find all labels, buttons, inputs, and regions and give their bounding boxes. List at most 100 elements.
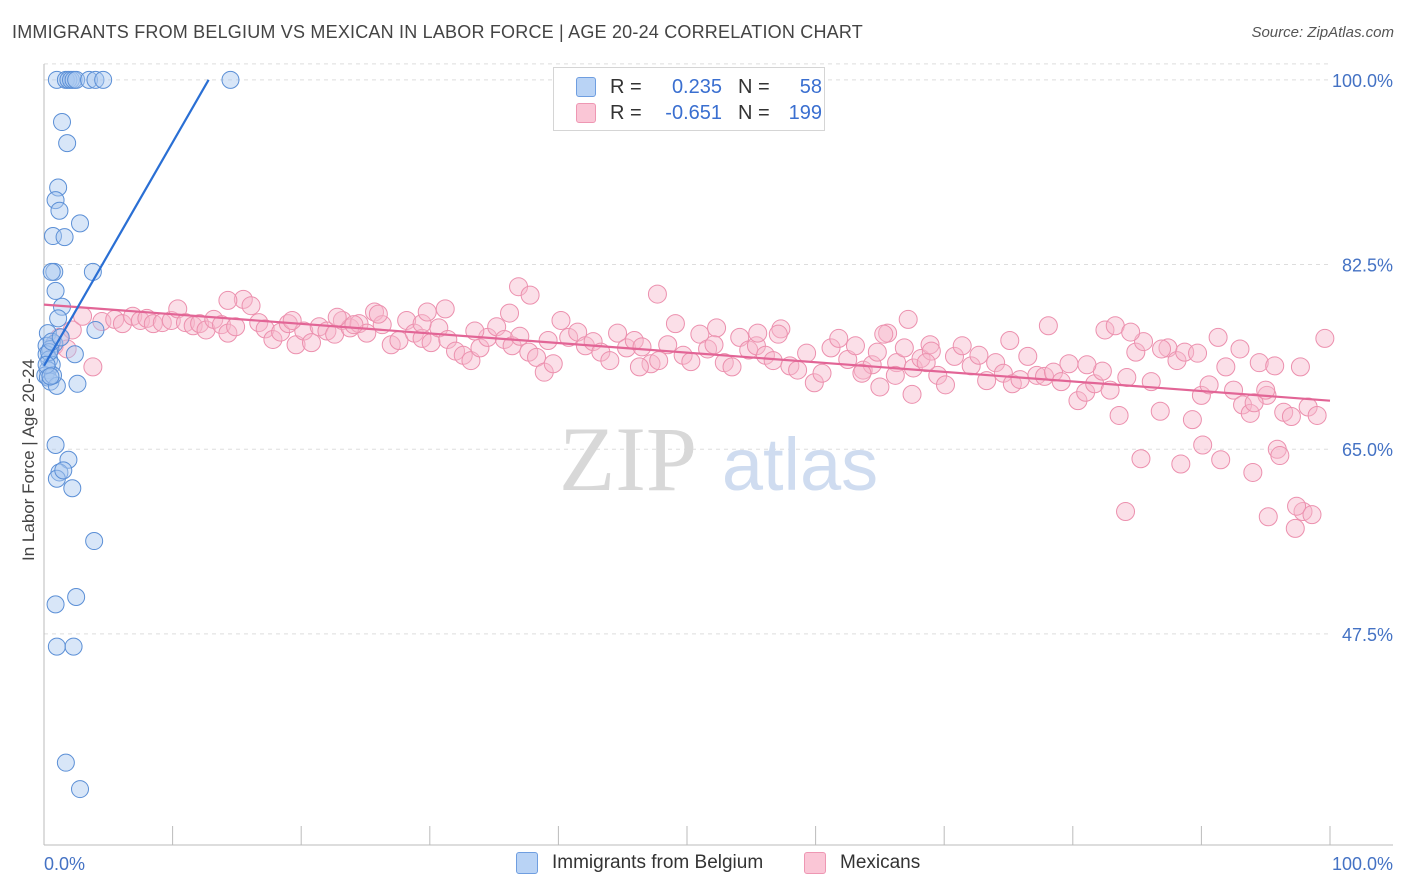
y-tick-label: 65.0%: [1342, 440, 1393, 460]
mexicans-point: [1116, 501, 1136, 521]
mexicans-point: [1044, 362, 1064, 382]
mexicans-point: [500, 303, 520, 323]
mexicans-point: [1095, 320, 1115, 340]
correlation-legend: R = 0.235 N = 58 R = -0.651 N = 199: [553, 67, 825, 131]
legend-n-value: 58: [799, 75, 822, 98]
mexicans-point: [804, 373, 824, 393]
belgium-point: [44, 227, 63, 246]
legend-row-belgium: R = 0.235 N = 58: [576, 74, 822, 100]
belgium-point: [37, 355, 56, 374]
mexicans-point: [502, 336, 522, 356]
belgium-point: [49, 309, 68, 328]
x-tick-label: 100.0%: [1332, 854, 1393, 874]
mexicans-point: [1208, 327, 1228, 347]
mexicans-point: [255, 319, 275, 339]
watermark: ZIP atlas: [559, 408, 878, 510]
mexicans-point: [1243, 462, 1263, 482]
mexicans-point: [218, 290, 238, 310]
mexicans-point: [952, 336, 972, 356]
mexicans-point: [870, 377, 890, 397]
legend-swatch-belgium: [576, 77, 596, 97]
watermark-atlas: atlas: [722, 423, 878, 506]
mexicans-point: [986, 353, 1006, 373]
mexicans-point: [690, 324, 710, 344]
belgium-point: [46, 191, 65, 210]
mexicans-point: [867, 342, 887, 362]
mexicans-point: [874, 324, 894, 344]
mexicans-point: [1126, 342, 1146, 362]
mexicans-point: [1302, 505, 1322, 525]
series-legend-swatch-mexicans: [804, 852, 826, 874]
mexicans-point: [1059, 354, 1079, 374]
y-tick-label: 100.0%: [1332, 71, 1393, 91]
mexicans-point: [641, 354, 661, 374]
belgium-point: [47, 637, 66, 656]
y-axis-label: In Labor Force | Age 20-24: [19, 359, 38, 561]
mexicans-point: [658, 335, 678, 355]
trend-lines: [43, 79, 1331, 402]
belgium-point: [59, 450, 78, 469]
series-legend-swatch-belgium: [516, 852, 538, 874]
mexicans-point: [681, 352, 701, 372]
mexicans-point: [707, 318, 727, 338]
mexicans-point: [1010, 370, 1030, 390]
mexicans-point: [1188, 343, 1208, 363]
mexicans-point: [344, 315, 364, 335]
mexicans-point: [1249, 353, 1269, 373]
mexicans-point: [241, 296, 261, 316]
mexicans-point: [1287, 496, 1307, 516]
mexicans-point: [1211, 450, 1231, 470]
mexicans-point: [812, 363, 832, 383]
mexicans-point: [1152, 339, 1172, 359]
belgium-point: [46, 436, 65, 455]
series-legend-belgium[interactable]: Immigrants from Belgium: [516, 852, 763, 874]
mexicans-point: [559, 327, 579, 347]
mexicans-point: [332, 310, 352, 330]
mexicans-point: [1285, 518, 1305, 538]
mexicans-point: [916, 353, 936, 373]
mexicans-point: [301, 333, 321, 353]
series-legend-label-belgium: Immigrants from Belgium: [552, 852, 764, 873]
mexicans-point: [1150, 401, 1170, 421]
belgium-point: [42, 262, 61, 281]
mexicans-point: [722, 357, 742, 377]
mexicans-point: [771, 319, 791, 339]
mexicans-point: [218, 323, 238, 343]
mexicans-point: [282, 310, 302, 330]
mexicans-point: [1230, 339, 1250, 359]
legend-r-value: -0.651: [665, 101, 722, 124]
mexicans-point: [1265, 356, 1285, 376]
series-legend-label-mexicans: Mexicans: [840, 852, 921, 873]
mexicans-point: [1240, 403, 1260, 423]
mexicans-point: [1077, 355, 1097, 375]
mexicans-point: [417, 302, 437, 322]
mexicans-point: [1109, 405, 1129, 425]
mexicans-point: [935, 375, 955, 395]
mexicans-point: [673, 345, 693, 365]
mexicans-point: [327, 307, 347, 327]
mexicans-point: [821, 338, 841, 358]
chart-title: IMMIGRANTS FROM BELGIUM VS MEXICAN IN LA…: [12, 22, 863, 42]
mexicans-point: [748, 323, 768, 343]
series-legend-mexicans[interactable]: Mexicans: [804, 852, 920, 874]
tick-labels: 47.5% 65.0% 82.5% 100.0% 0.0% 100.0%: [44, 71, 1393, 874]
mexicans-point: [902, 384, 922, 404]
mexicans-point: [83, 357, 103, 377]
watermark-zip: ZIP: [559, 408, 697, 510]
mexicans-point: [788, 360, 808, 380]
mexicans-point: [1281, 407, 1301, 427]
mexicans-point: [175, 313, 195, 333]
legend-swatch-mexicans: [576, 103, 596, 123]
legend-row-mexicans: R = -0.651 N = 199: [576, 100, 822, 126]
mexicans-point: [845, 336, 865, 356]
mexicans-point: [649, 351, 669, 371]
belgium-point: [55, 228, 74, 247]
mexicans-point: [1193, 435, 1213, 455]
legend-n-label: N =: [738, 101, 770, 124]
source-label: Source: ZipAtlas.com: [1251, 24, 1394, 41]
belgium-point: [80, 70, 99, 89]
mexicans-point: [1244, 393, 1264, 413]
mexicans-point: [852, 363, 872, 383]
belgium-point: [94, 70, 113, 89]
